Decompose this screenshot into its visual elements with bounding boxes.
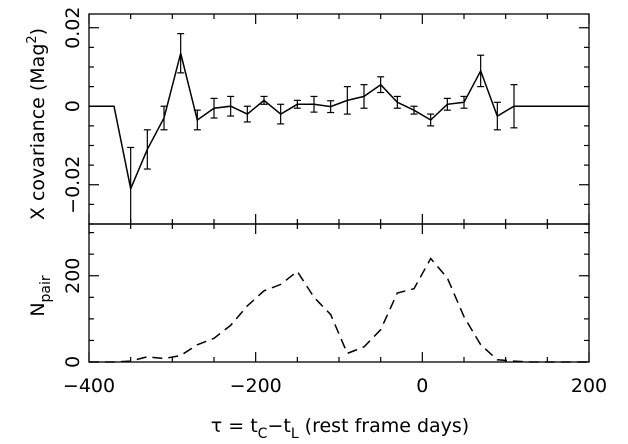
y-axis-title-top: X covariance (Mag2) bbox=[25, 28, 49, 220]
covariance-panel: −0.02 0 0.02 bbox=[62, 7, 590, 225]
y-axis-title-top-tail: ) bbox=[27, 28, 49, 35]
x-axis-title-sub-c: C bbox=[258, 426, 268, 442]
series-line bbox=[89, 257, 589, 363]
y-axis-title-top-sup: 2 bbox=[25, 35, 40, 43]
x-tick-label: −200 bbox=[230, 375, 282, 397]
y-tick-label: 0 bbox=[62, 356, 84, 368]
npair-panel: 0 200 −400 −200 0 200 bbox=[62, 223, 607, 397]
x-tick-label: −400 bbox=[63, 375, 115, 397]
y-tick-label: −0.02 bbox=[62, 156, 84, 214]
x-axis-title-dash: −t bbox=[267, 415, 290, 437]
y-axis-title-bottom-main: N bbox=[27, 302, 49, 316]
y-axis-title-top-main: X covariance (Mag bbox=[27, 44, 49, 220]
y-tick-label: 200 bbox=[62, 258, 84, 294]
y-tick-label: 0 bbox=[62, 100, 84, 112]
x-axis-title-sub-l: L bbox=[291, 426, 299, 442]
x-tick-label: 0 bbox=[416, 375, 428, 397]
x-tick-label: 200 bbox=[571, 375, 607, 397]
y-axis-title-bottom-sub: pair bbox=[38, 275, 54, 302]
x-axis-title-main: τ = t bbox=[211, 415, 258, 437]
y-axis-title-bottom: Npair bbox=[27, 275, 54, 317]
x-axis-title: τ = tC−tL (rest frame days) bbox=[211, 415, 469, 442]
x-axis-title-tail: (rest frame days) bbox=[299, 415, 470, 437]
y-tick-label: 0.02 bbox=[62, 7, 84, 49]
plot-frame bbox=[88, 223, 590, 363]
